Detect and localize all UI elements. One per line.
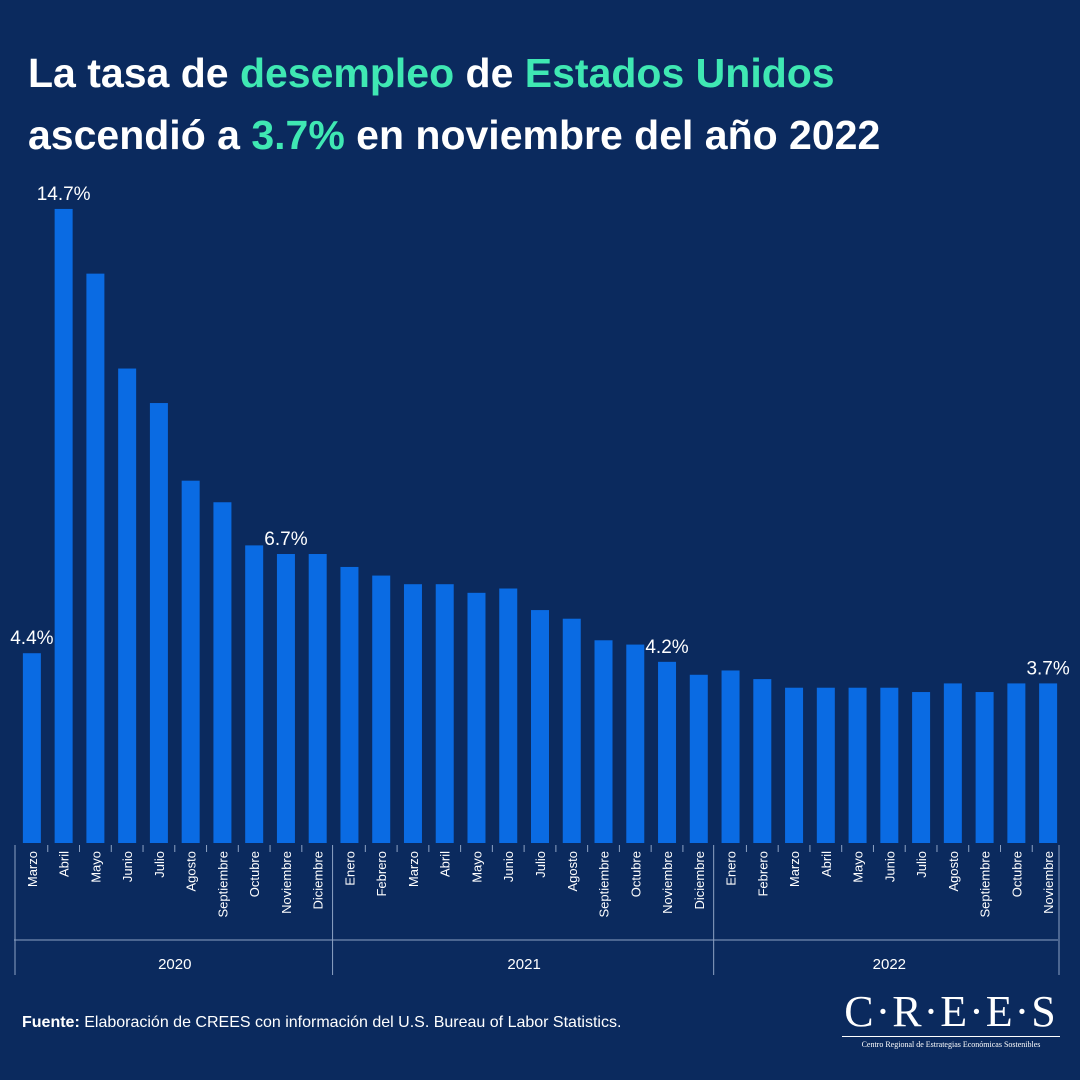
bar [54,208,73,843]
x-tick-label: Octubre [628,851,643,897]
x-tick-label: Diciembre [692,851,707,910]
title-line: La tasa de desempleo de Estados Unidos [28,42,880,104]
bar [785,687,804,843]
value-label: 6.7% [264,529,307,550]
x-tick-label: Abril [57,851,72,877]
value-label: 4.2% [645,637,688,658]
bar [499,588,518,843]
bar [562,618,581,843]
title-part: Estados Unidos [524,50,835,96]
bar [943,683,962,843]
value-label: 14.7% [37,184,91,205]
chart-title: La tasa de desempleo de Estados Unidos as… [28,42,880,166]
title-part: de [454,50,525,96]
bar [86,273,105,843]
x-tick-label: Febrero [374,851,389,897]
bar [181,480,200,843]
title-part: en noviembre del año 2022 [344,112,881,158]
bar [213,502,232,843]
bar [149,403,168,843]
x-tick-label: Enero [342,851,357,886]
x-tick-label: Junio [882,851,897,882]
bar [308,554,327,843]
bar [658,661,677,843]
bar [975,692,994,843]
x-tick-label: Mayo [469,851,484,883]
bar [689,674,708,843]
source: Fuente: Elaboración de CREES con informa… [22,1014,621,1032]
x-tick-label: Septiembre [978,851,993,917]
x-tick-label: Abril [438,851,453,877]
bar [118,368,137,843]
title-part: desempleo [239,50,455,96]
bar [435,584,454,843]
bar [22,653,41,843]
value-label: 3.7% [1026,658,1069,679]
x-tick-label: Mayo [88,851,103,883]
group-label: 2021 [507,956,540,973]
bar [816,687,835,843]
bar [531,610,549,843]
title-line: ascendió a 3.7% en noviembre del año 202… [28,104,880,166]
title-part: La tasa de [28,50,240,96]
x-tick-label: Junio [120,851,135,882]
title-part: 3.7% [251,112,345,158]
bar [753,679,772,843]
x-tick-label: Octubre [1009,851,1024,897]
x-tick-label: Julio [914,851,929,878]
logo-name: C·R·E·E·S [842,988,1060,1037]
bar [721,670,740,843]
x-tick-label: Octubre [247,851,262,897]
x-tick-label: Julio [152,851,167,878]
source-text: Elaboración de CREES con información del… [79,1014,622,1031]
x-tick-label: Agosto [184,851,199,891]
group-label: 2022 [873,956,906,973]
x-tick-label: Agosto [565,851,580,891]
bar [372,575,391,843]
x-tick-label: Marzo [787,851,802,887]
x-tick-label: Abril [819,851,834,877]
title-part: ascendió a [28,112,252,158]
x-tick-label: Febrero [755,851,770,897]
bar [594,640,613,843]
x-tick-label: Marzo [406,851,421,887]
x-tick-label: Septiembre [215,851,230,917]
bar [912,692,931,843]
bar [403,584,422,843]
bar [848,687,867,843]
bar [340,566,359,843]
group-label: 2020 [158,956,191,973]
x-tick-label: Junio [501,851,516,882]
x-tick-label: Noviembre [1041,851,1056,914]
bar [1039,683,1058,843]
value-label: 4.4% [10,628,53,649]
x-tick-label: Enero [724,851,739,886]
source-label: Fuente: [22,1014,80,1031]
x-tick-label: Julio [533,851,548,878]
logo: C·R·E·E·S Centro Regional de Estrategias… [842,988,1060,1049]
x-tick-label: Marzo [25,851,40,887]
x-tick-label: Agosto [946,851,961,891]
bar [880,687,899,843]
bar [245,545,264,843]
bar [626,644,645,843]
x-tick-label: Mayo [851,851,866,883]
x-tick-label: Septiembre [597,851,612,917]
x-tick-label: Noviembre [660,851,675,914]
bar [467,592,486,843]
logo-subtitle: Centro Regional de Estrategias Económica… [861,1040,1041,1049]
bar [276,554,295,843]
x-tick-label: Noviembre [279,851,294,914]
x-tick-label: Diciembre [311,851,326,910]
bar [1007,683,1026,843]
